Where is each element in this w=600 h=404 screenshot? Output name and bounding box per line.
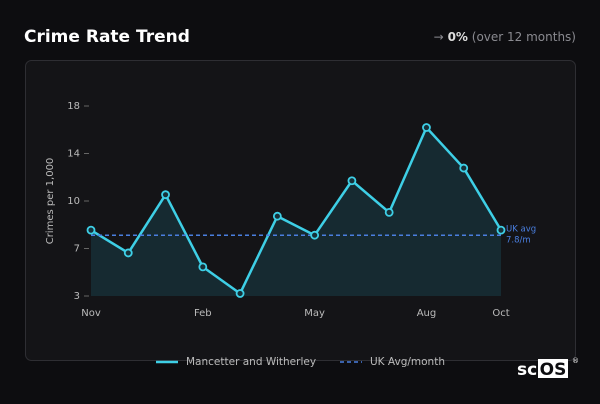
point [496,225,506,235]
point [161,190,170,200]
reference-annotation: 7.8/m [506,236,531,246]
watermark-prefix: sc [517,360,537,380]
point [86,225,96,235]
x-tick-label: Aug [417,308,437,319]
reference-annotation: UK avg [506,225,536,235]
watermark: sc OS ® [517,357,579,380]
trend-summary: → 0% (over 12 months) [434,30,576,44]
watermark-boxed: OS [540,360,567,380]
point [422,123,431,132]
x-tick-label: Feb [194,308,212,319]
point [272,211,282,221]
y-tick-label: 18 [67,101,80,112]
point [459,163,469,173]
y-tick-label: 14 [67,149,80,160]
legend-label: Mancetter and Witherley [186,356,316,368]
y-tick-label: 3 [74,291,80,302]
point [310,230,320,240]
trend-arrow: → [434,30,444,44]
y-tick-label: 7 [74,244,80,255]
watermark-box [538,359,568,378]
point [198,262,208,272]
point [384,207,394,217]
x-tick-label: Nov [81,308,101,319]
trend-change: 0% [448,30,468,44]
trend-period: (over 12 months) [472,30,576,44]
area [91,127,501,297]
line [90,126,503,295]
point [235,289,245,298]
x-tick-label: Oct [492,308,509,319]
y-tick-label: 10 [67,196,80,207]
x-tick-label: May [304,308,325,319]
y-axis-label: Crimes per 1,000 [45,158,56,245]
page-title: Crime Rate Trend [24,27,190,47]
point [123,248,133,258]
legend-label: UK Avg/month [370,356,445,368]
watermark-mark: ® [572,357,579,365]
point [347,176,357,186]
